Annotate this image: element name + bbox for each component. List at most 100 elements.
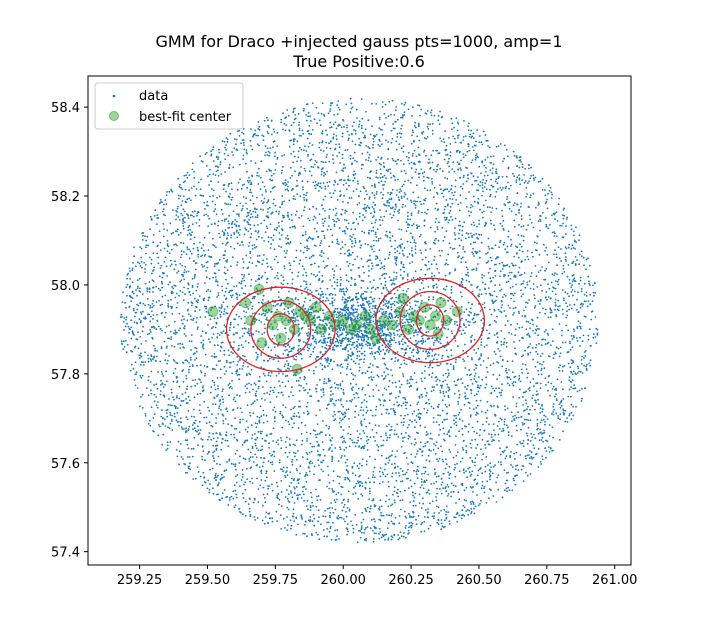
data-point [467,513,470,516]
data-point [561,272,564,275]
data-point [231,294,234,296]
data-point [522,424,524,426]
data-point [447,374,450,376]
data-point [433,468,436,471]
data-point [243,310,245,313]
data-point [329,398,332,400]
data-point [440,387,443,389]
data-point [247,341,250,344]
data-point [511,360,514,362]
data-point [414,121,417,124]
data-point [176,207,179,210]
data-point [527,405,529,408]
data-point [548,287,551,290]
data-point [579,279,582,282]
data-point [222,330,225,333]
data-point [434,207,437,210]
data-point [347,408,350,411]
data-point [196,364,198,367]
data-point [354,485,357,488]
data-point [250,213,253,216]
data-point [566,216,568,219]
data-point [243,332,246,335]
data-point [308,347,311,350]
data-point [571,338,574,340]
data-point [324,185,326,188]
data-point [255,265,258,267]
data-point [284,181,286,184]
data-point [223,234,225,237]
data-point [304,307,307,310]
data-point [213,344,216,347]
data-point [284,406,287,409]
data-point [229,321,232,324]
data-point [534,399,537,402]
data-point [501,261,504,264]
data-point [309,460,312,463]
data-point [207,296,210,299]
data-point [470,507,473,510]
data-point [322,167,324,170]
data-point [164,418,166,421]
data-point [283,265,286,268]
data-point [150,258,153,261]
data-point [196,466,199,468]
data-point [308,142,311,145]
data-point [454,340,457,342]
data-point [581,355,583,358]
data-point [458,232,460,235]
data-point [454,268,457,270]
data-point [149,306,152,309]
data-point [446,362,449,365]
data-point [530,463,533,466]
data-point [543,431,546,434]
data-point [295,312,298,315]
data-point [568,376,571,378]
data-point [448,448,451,451]
data-point [157,401,159,403]
data-point [562,408,564,411]
data-point [236,188,239,191]
data-point [185,375,188,377]
data-point [209,290,212,293]
data-point [300,514,303,517]
data-point [190,334,193,336]
data-point [344,232,347,235]
data-point [495,168,498,171]
data-point [249,179,251,182]
data-point [350,387,353,390]
data-point [238,507,241,510]
data-point [436,191,438,194]
data-point [176,244,178,247]
data-point [458,329,461,332]
data-point [159,393,162,396]
data-point [539,421,542,424]
data-point [209,195,211,198]
data-point [321,130,324,133]
data-point [365,296,368,299]
data-point [326,507,329,510]
data-point [262,209,265,211]
data-point [354,240,357,242]
data-point [448,404,451,407]
data-point [159,267,162,269]
data-point [236,374,239,376]
data-point [592,284,594,287]
data-point [496,378,498,380]
data-point [561,289,564,291]
data-point [520,218,523,221]
data-point [235,427,238,430]
data-point [210,256,213,258]
data-point [451,191,453,194]
data-point [239,337,241,339]
data-point [225,418,227,420]
data-point [482,190,484,193]
data-point [257,121,260,123]
data-point [194,477,197,480]
data-point [395,109,397,112]
data-point [218,482,220,484]
data-point [285,124,288,126]
data-point [342,290,345,293]
data-point [468,374,471,377]
data-point [170,404,173,407]
